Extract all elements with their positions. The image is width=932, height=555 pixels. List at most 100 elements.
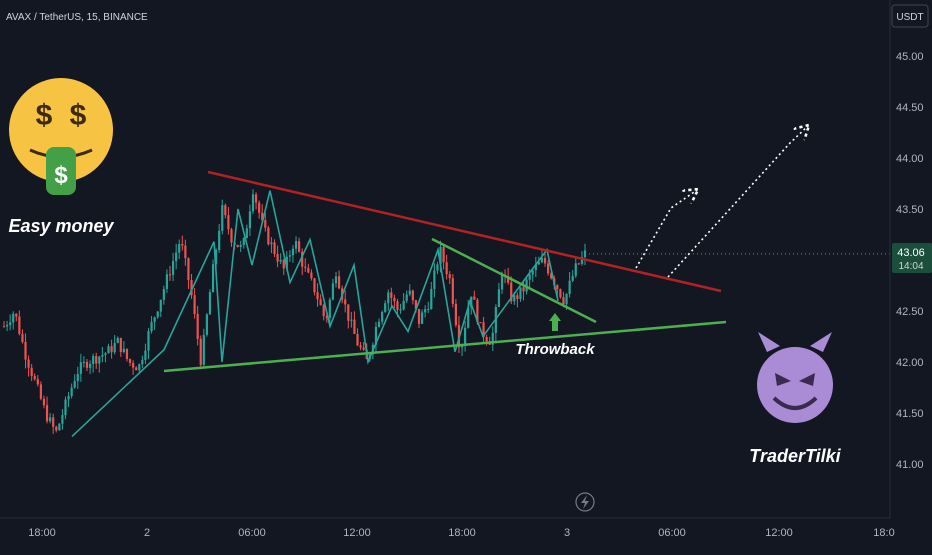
- candle-body: [334, 276, 338, 284]
- candlestick-series: [2, 189, 890, 434]
- candle-body: [79, 362, 82, 374]
- candle-body: [442, 247, 445, 263]
- candle-body: [171, 261, 175, 275]
- candle-body: [132, 362, 135, 368]
- throwback-label: Throwback: [515, 341, 595, 358]
- symbol-header[interactable]: AVAX / TetherUS, 15, BINANCE: [6, 12, 148, 23]
- candle-body: [543, 257, 547, 264]
- price-tick-label: 44.50: [896, 102, 924, 114]
- candle-body: [175, 252, 178, 262]
- candle-body: [559, 289, 562, 298]
- candle-body: [251, 194, 255, 212]
- candle-body: [116, 337, 119, 344]
- currency-label: USDT: [896, 12, 923, 23]
- candle-body: [547, 263, 550, 274]
- candle-body: [159, 299, 162, 312]
- candle-body: [310, 272, 313, 279]
- candle-body: [242, 238, 245, 245]
- price-axis[interactable]: 45.0044.5044.0043.5043.0042.5042.0041.50…: [889, 0, 924, 518]
- candle-body: [460, 345, 464, 348]
- candle-body: [384, 303, 387, 312]
- candle-body: [162, 289, 165, 300]
- candle-body: [347, 304, 350, 321]
- candle-body: [350, 319, 353, 321]
- price-tick-label: 41.00: [896, 459, 924, 471]
- time-tick-label: 12:00: [343, 527, 371, 539]
- candle-body: [30, 367, 33, 377]
- candle-body: [550, 273, 553, 279]
- candle-body: [464, 327, 467, 346]
- candle-body: [230, 229, 233, 243]
- candle-body: [497, 289, 501, 308]
- candle-body: [439, 247, 442, 265]
- svg-text:$: $: [54, 162, 68, 189]
- candle-body: [377, 321, 381, 327]
- candle-body: [467, 307, 470, 328]
- candle-body: [427, 308, 430, 310]
- candle-body: [2, 326, 6, 328]
- candle-body: [571, 275, 574, 281]
- candle-body: [445, 262, 448, 275]
- lightning-icon[interactable]: [575, 492, 595, 512]
- currency-badge[interactable]: USDT: [891, 4, 929, 28]
- candle-body: [254, 194, 258, 203]
- candle-body: [193, 295, 196, 314]
- candle-body: [537, 262, 540, 265]
- candle-body: [328, 299, 331, 318]
- candle-body: [359, 345, 362, 348]
- candle-body: [144, 350, 147, 360]
- candle-body: [258, 202, 261, 213]
- price-tick-label: 42.00: [896, 357, 924, 369]
- candle-body: [39, 384, 42, 399]
- candle-body: [15, 313, 18, 317]
- candle-body: [500, 274, 504, 290]
- candle-body: [298, 241, 301, 252]
- candle-body: [202, 334, 205, 365]
- candle-body: [479, 322, 482, 324]
- svg-text:$: $: [36, 99, 53, 132]
- candle-body: [85, 361, 89, 368]
- candle-body: [381, 311, 384, 322]
- candle-body: [291, 248, 295, 256]
- candle-body: [165, 274, 169, 290]
- candle-body: [301, 251, 304, 267]
- resistance-trendline[interactable]: [207, 170, 722, 293]
- candle-body: [245, 228, 248, 239]
- candle-body: [218, 230, 221, 251]
- candle-body: [181, 244, 184, 246]
- candle-body: [414, 300, 418, 309]
- candle-body: [313, 278, 316, 293]
- time-tick-label: 3: [564, 527, 570, 539]
- candle-body: [396, 301, 399, 310]
- candle-body: [574, 263, 577, 276]
- candle-body: [491, 332, 494, 345]
- bar-countdown: 14:04: [898, 261, 923, 272]
- projection-arrow-long: [667, 126, 808, 278]
- candle-body: [64, 399, 67, 416]
- candle-body: [98, 356, 101, 364]
- price-tick-label: 44.00: [896, 153, 924, 165]
- time-tick-label: 06:00: [238, 527, 266, 539]
- candle-body: [374, 326, 378, 345]
- time-axis[interactable]: 18:00 2 06:00 12:00 18:00 3 06:00 12:00 18:0: [0, 517, 895, 539]
- candle-body: [356, 333, 359, 346]
- candle-body: [568, 280, 571, 294]
- candle-body: [304, 266, 307, 268]
- candle-body: [208, 292, 212, 315]
- candle-body: [5, 324, 9, 327]
- candle-body: [125, 348, 129, 360]
- candle-body: [433, 270, 436, 289]
- candle-body: [147, 331, 150, 351]
- candle-body: [362, 347, 365, 350]
- money-mouth-face-icon: $ $ $: [9, 78, 113, 195]
- candle-body: [507, 276, 510, 283]
- candle-body: [211, 264, 215, 293]
- candle-body: [476, 299, 479, 323]
- time-tick-label: 12:00: [765, 527, 793, 539]
- support-trendline[interactable]: [163, 320, 727, 373]
- candle-body: [510, 282, 513, 302]
- broken-trendline[interactable]: [431, 237, 597, 324]
